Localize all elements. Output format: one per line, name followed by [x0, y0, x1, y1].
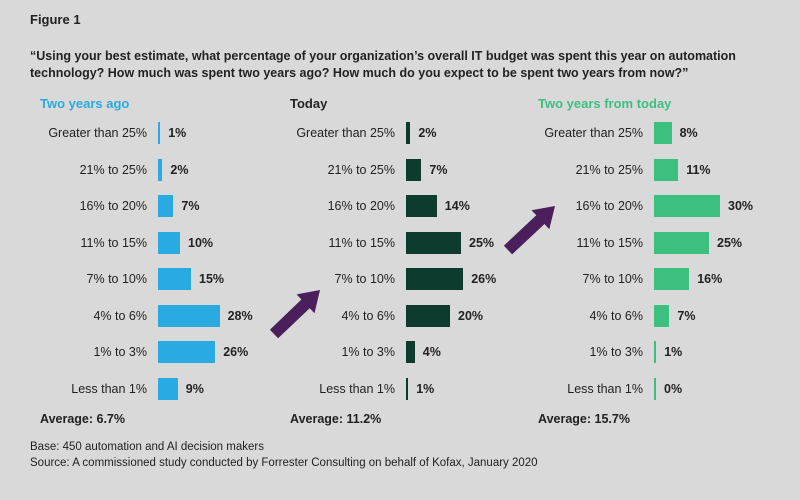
category-label: 11% to 15%	[80, 235, 147, 250]
value-label: 1%	[416, 381, 435, 396]
value-label: 2%	[418, 126, 437, 140]
bar	[158, 341, 216, 363]
bar	[158, 158, 163, 181]
bar	[654, 158, 679, 181]
panel-title-two-years-ago: Two years ago	[40, 96, 130, 111]
footnote-source: Source: A commissioned study conducted b…	[30, 457, 538, 469]
bar	[654, 122, 672, 144]
bar	[158, 304, 220, 327]
value-label: 7%	[429, 162, 448, 177]
category-label: Greater than 25%	[544, 126, 643, 140]
category-label: Less than 1%	[567, 381, 643, 396]
bar	[654, 268, 690, 290]
bar	[406, 158, 422, 181]
category-label: 1% to 3%	[341, 345, 395, 359]
value-label: 30%	[728, 199, 754, 213]
bar	[158, 122, 161, 144]
value-label: 25%	[717, 235, 743, 250]
category-label: 16% to 20%	[575, 199, 643, 213]
footnote-base: Base: 450 automation and AI decision mak…	[30, 441, 264, 453]
category-label: Greater than 25%	[296, 126, 395, 140]
category-label: 16% to 20%	[327, 199, 395, 213]
bar	[406, 122, 411, 144]
value-label: 1%	[664, 345, 683, 359]
value-label: 4%	[422, 345, 441, 359]
value-label: 8%	[679, 126, 698, 140]
value-label: 26%	[223, 345, 249, 359]
category-label: 1% to 3%	[93, 345, 147, 359]
category-label: Less than 1%	[71, 381, 147, 396]
average-label: Average: 15.7%	[538, 412, 630, 426]
average-label: Average: 6.7%	[40, 412, 125, 426]
value-label: 1%	[168, 126, 187, 140]
bar	[406, 341, 415, 363]
bar	[158, 231, 180, 254]
average-label: Average: 11.2%	[290, 412, 382, 426]
category-label: 7% to 10%	[334, 272, 395, 286]
value-label: 16%	[697, 272, 723, 286]
value-label: 2%	[170, 162, 189, 177]
category-label: 16% to 20%	[79, 199, 147, 213]
category-label: 7% to 10%	[582, 272, 643, 286]
bar	[406, 304, 450, 327]
bar	[158, 377, 178, 400]
bar	[406, 231, 461, 254]
category-label: 1% to 3%	[589, 345, 643, 359]
value-label: 10%	[188, 235, 214, 250]
value-label: 15%	[199, 272, 225, 286]
value-label: 14%	[444, 199, 470, 213]
category-label: 7% to 10%	[86, 272, 147, 286]
value-label: 26%	[471, 272, 497, 286]
category-label: 11% to 15%	[576, 235, 643, 250]
bar	[654, 377, 656, 400]
panel-title-today: Today	[290, 96, 328, 111]
value-label: 28%	[227, 308, 253, 323]
bar	[406, 377, 409, 400]
value-label: 7%	[677, 308, 696, 323]
bar	[654, 341, 657, 363]
bar	[654, 304, 670, 327]
value-label: 20%	[458, 308, 484, 323]
value-label: 11%	[686, 162, 711, 177]
category-label: 4% to 6%	[589, 308, 643, 323]
figure-label: Figure 1	[30, 12, 81, 27]
value-label: 7%	[181, 199, 200, 213]
category-label: 21% to 25%	[575, 162, 643, 177]
category-label: 4% to 6%	[341, 308, 395, 323]
value-label: 0%	[664, 381, 683, 396]
bar	[158, 195, 174, 217]
category-label: 4% to 6%	[93, 308, 147, 323]
value-label: 9%	[185, 381, 204, 396]
bar	[406, 195, 437, 217]
category-label: 21% to 25%	[327, 162, 395, 177]
category-label: 11% to 15%	[328, 235, 395, 250]
category-label: 21% to 25%	[79, 162, 147, 177]
bar	[158, 268, 191, 290]
category-label: Less than 1%	[319, 381, 395, 396]
survey-question: “Using your best estimate, what percenta…	[30, 49, 736, 80]
category-label: Greater than 25%	[48, 126, 147, 140]
panel-title-two-years-from-today: Two years from today	[538, 96, 672, 111]
bar	[654, 195, 720, 217]
value-label: 25%	[469, 235, 495, 250]
bar	[406, 268, 464, 290]
bar	[654, 231, 709, 254]
